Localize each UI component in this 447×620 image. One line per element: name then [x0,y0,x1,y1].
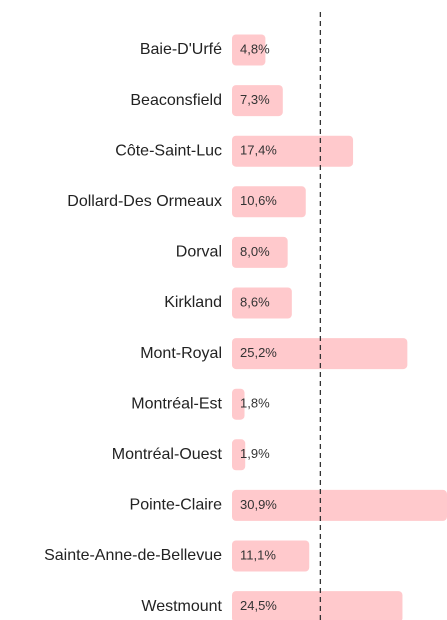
bar [232,489,447,521]
bar [232,236,288,268]
category-label: Montréal-Est [131,395,222,412]
bar [232,540,310,572]
value-label: 10,6% [240,193,277,208]
category-label: Montréal-Ouest [112,446,223,463]
bar [232,135,354,167]
value-label: 17,4% [240,143,277,158]
value-label: 4,8% [240,41,270,56]
bar [232,338,408,370]
bar [232,34,266,66]
value-label: 1,9% [240,446,270,461]
category-label: Beaconsfield [130,92,222,109]
category-label: Mont-Royal [140,345,222,362]
category-label: Westmount [141,598,222,615]
value-label: 1,8% [240,396,270,411]
value-label: 30,9% [240,497,277,512]
category-label: Dollard-Des Ormeaux [67,193,222,210]
bar [232,591,403,620]
bar [232,439,246,471]
category-label: Sainte-Anne-de-Bellevue [44,547,222,564]
value-label: 25,2% [240,345,277,360]
bar [232,186,306,218]
value-label: 24,5% [240,598,277,613]
value-label: 8,6% [240,294,270,309]
category-label: Pointe-Claire [130,497,223,514]
value-label: 8,0% [240,244,270,259]
category-label: Baie-D'Urfé [140,41,222,58]
bar [232,85,283,117]
bar [232,287,292,319]
category-label: Dorval [176,244,222,261]
bar [232,388,245,420]
value-label: 7,3% [240,92,270,107]
category-label: Côte-Saint-Luc [115,142,222,159]
category-label: Kirkland [164,294,222,311]
value-label: 11,1% [240,547,276,562]
